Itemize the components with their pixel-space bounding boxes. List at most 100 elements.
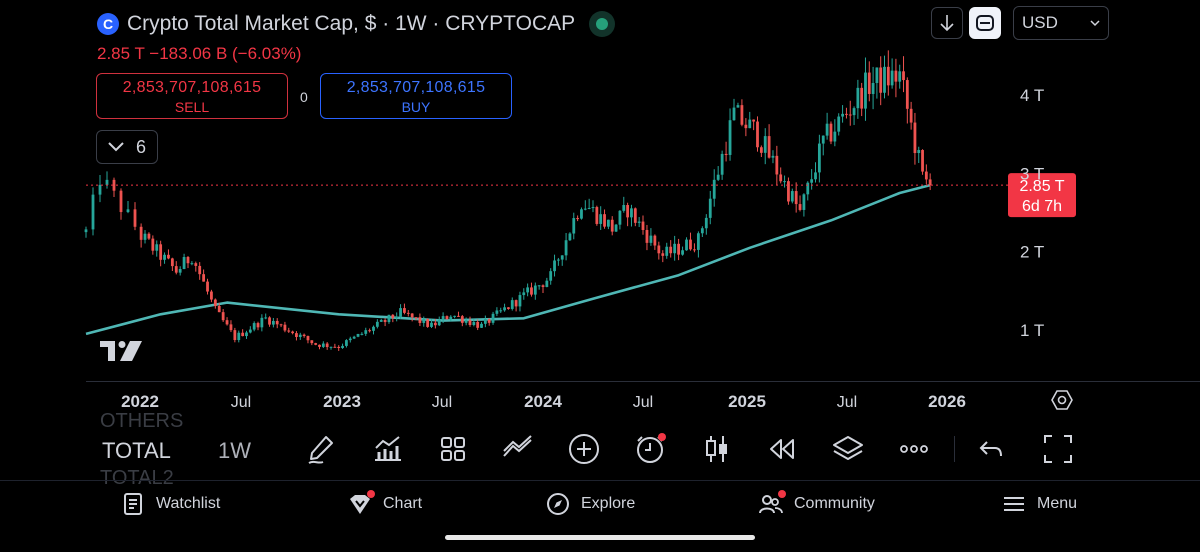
nav-community[interactable]: Community [758, 490, 875, 517]
candle-body [406, 312, 410, 314]
undo-icon[interactable] [975, 432, 1009, 466]
time-axis-border [86, 381, 1200, 382]
download-button[interactable] [931, 7, 963, 39]
nav-explore-label: Explore [581, 495, 636, 512]
price-chart[interactable]: 2.85 T 6d 7h 4 T 3 T 2 T 1 T 2022 Jul 2023 Jul 2… [0, 0, 1200, 420]
candle-body [556, 259, 560, 261]
candle-body [802, 194, 806, 210]
candle-body [310, 340, 314, 344]
candle-body [217, 305, 221, 313]
candle-body [720, 153, 724, 175]
candle-body [736, 105, 740, 108]
candle-body [314, 343, 318, 345]
candle-body [182, 257, 186, 270]
candle-body [279, 324, 283, 326]
replay-icon[interactable] [765, 432, 799, 466]
candle-body [732, 107, 736, 121]
candle-body [583, 208, 587, 210]
candle-body [886, 66, 890, 86]
templates-icon[interactable] [436, 432, 470, 466]
candle-body [147, 233, 151, 239]
candle-body [841, 113, 844, 117]
candle-body [633, 208, 637, 223]
candle-body [744, 124, 748, 129]
symbol-list-next[interactable]: TOTAL2 [100, 467, 174, 489]
candle-body [545, 280, 549, 287]
layers-icon[interactable] [831, 432, 865, 466]
arrow-down-icon [940, 15, 954, 32]
fit-screen-button[interactable] [969, 7, 1001, 39]
candle-body [159, 244, 163, 260]
nav-explore[interactable]: Explore [545, 491, 635, 517]
y-tick-label: 3 T [1020, 164, 1044, 183]
candle-body [875, 67, 879, 83]
candle-body [708, 198, 712, 218]
candles-style-icon[interactable] [700, 432, 734, 466]
indicators-icon[interactable] [371, 432, 405, 466]
alert-clock-icon[interactable] [633, 432, 667, 466]
candle-body [151, 238, 155, 251]
candle-body [580, 209, 583, 219]
candle-body [568, 233, 572, 241]
symbol-list-prev[interactable]: OTHERS [100, 410, 184, 432]
sell-price: 2,853,707,108,615 [122, 79, 262, 96]
candle-body [91, 194, 95, 230]
y-tick-label: 4 T [1020, 86, 1044, 105]
candle-body [368, 330, 372, 332]
candle-body [626, 205, 630, 218]
symbol-header[interactable]: C Crypto Total Market Cap, $ · 1W · CRYP… [97, 11, 616, 37]
chart-settings-icon[interactable] [1050, 388, 1074, 412]
interval-selector[interactable]: 1W [218, 438, 251, 463]
more-icon[interactable] [897, 432, 931, 466]
candle-body [283, 324, 287, 331]
x-tick-label: Jul [837, 394, 857, 411]
candle-body [453, 315, 457, 317]
candle-body [814, 172, 817, 180]
candle-body [783, 181, 786, 183]
candle-body [779, 174, 783, 182]
candle-body [237, 332, 241, 341]
candle-body [845, 113, 848, 115]
candle-body [174, 266, 178, 273]
drawing-pen-icon[interactable] [304, 432, 338, 466]
candle-body [817, 143, 821, 173]
candle-body [252, 323, 256, 330]
fullscreen-icon[interactable] [1041, 432, 1075, 466]
candle-body [833, 131, 837, 142]
currency-select[interactable]: USD [1013, 6, 1109, 40]
symbol-selector[interactable]: TOTAL [102, 438, 171, 463]
add-icon[interactable] [567, 432, 601, 466]
candle-body [119, 190, 123, 213]
candle-body [321, 343, 325, 347]
chevron-down-icon [108, 142, 124, 152]
last-price-badge [1008, 173, 1076, 218]
compare-icon[interactable] [501, 432, 535, 466]
candle-body [483, 319, 487, 324]
candle-body [163, 254, 166, 260]
candle-body [898, 71, 902, 82]
buy-button[interactable]: 2,853,707,108,615 BUY [320, 73, 512, 119]
currency-value: USD [1022, 13, 1058, 32]
candle-body [553, 260, 556, 272]
sell-button[interactable]: 2,853,707,108,615 SELL [96, 73, 288, 119]
candle-body [225, 320, 229, 325]
candle-body [645, 229, 649, 243]
market-status-icon[interactable] [589, 11, 616, 37]
candle-body [437, 319, 441, 326]
x-tick-label: 2025 [728, 392, 766, 411]
nav-menu[interactable]: Menu [1001, 491, 1077, 517]
indicators-toggle[interactable]: 6 [96, 130, 158, 164]
candle-body [852, 108, 856, 116]
candle-body [210, 291, 213, 300]
candle-body [572, 218, 576, 234]
candle-body [372, 326, 375, 331]
x-tick-label: 2024 [524, 392, 562, 411]
candle-body [133, 209, 137, 227]
candle-body [213, 299, 217, 306]
candle-body [503, 307, 506, 311]
nav-chart[interactable]: Chart [347, 490, 422, 517]
candle-body [867, 72, 871, 94]
nav-watchlist[interactable]: Watchlist [120, 491, 220, 517]
candle-body [360, 333, 364, 335]
candle-body [871, 82, 875, 94]
